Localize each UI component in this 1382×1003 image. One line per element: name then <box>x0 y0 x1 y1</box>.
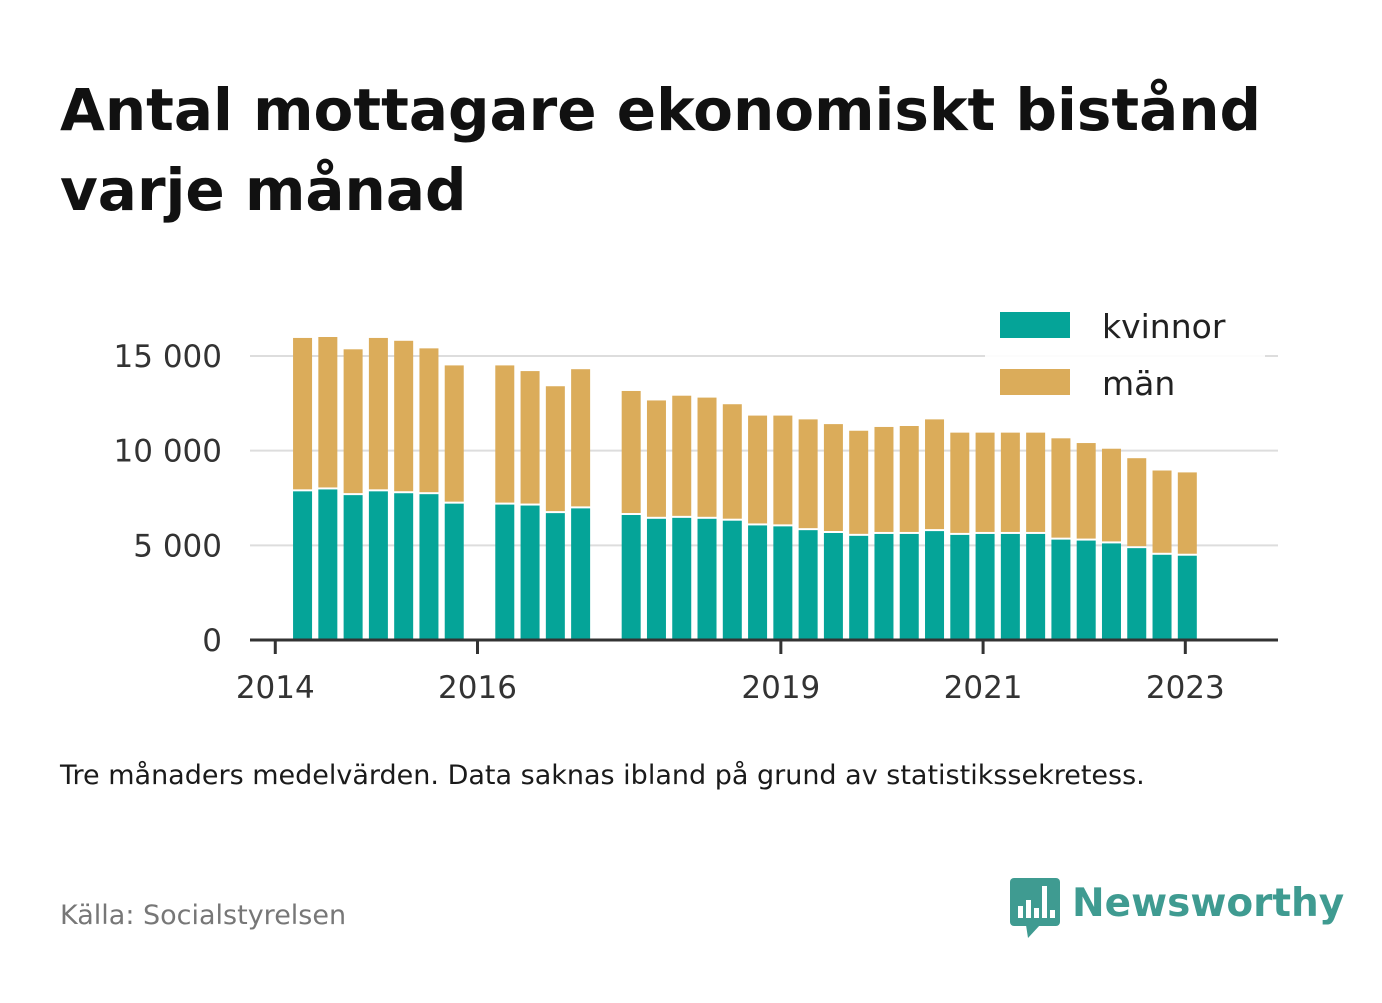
bar-män <box>343 349 363 494</box>
bar-kvinnor <box>1076 540 1096 640</box>
bar-chart-speech-bubble-icon <box>1010 878 1060 938</box>
bar-män <box>672 395 692 516</box>
bar-män <box>950 432 970 533</box>
bar-kvinnor <box>672 517 692 640</box>
bar-kvinnor <box>1051 539 1071 640</box>
bar-kvinnor <box>823 533 843 640</box>
legend-label-kvinnor: kvinnor <box>1102 307 1226 346</box>
bar-kvinnor <box>748 525 768 640</box>
bar-män <box>1127 458 1147 547</box>
y-tick-label: 0 <box>202 623 222 659</box>
bar-kvinnor <box>621 515 641 640</box>
bar-män <box>1152 470 1172 553</box>
y-tick-label: 5 000 <box>133 528 222 564</box>
bar-kvinnor <box>1152 554 1172 640</box>
bar-män <box>823 424 843 532</box>
legend-swatch-kvinnor <box>1000 312 1070 338</box>
bar-kvinnor <box>520 505 540 640</box>
bar-män <box>1051 438 1071 538</box>
bar-män <box>571 369 591 507</box>
bar-kvinnor <box>1000 533 1020 640</box>
bar-kvinnor <box>925 531 945 640</box>
bar-kvinnor <box>343 495 363 640</box>
x-tick-label: 2023 <box>1146 670 1225 706</box>
bar-kvinnor <box>1101 543 1121 640</box>
legend-label-män: män <box>1102 364 1175 403</box>
bar-kvinnor <box>394 493 414 640</box>
y-tick-label: 10 000 <box>114 434 222 470</box>
brand-logo: Newsworthy <box>1010 878 1344 940</box>
bar-kvinnor <box>899 533 919 640</box>
bar-män <box>621 390 641 514</box>
axes: 0 5 000 10 000 15 000 2014 2016 2019 2021 2023 <box>114 339 1278 706</box>
bar-män <box>318 337 338 488</box>
bar-kvinnor <box>293 491 313 640</box>
bar-män <box>773 415 793 525</box>
bar-kvinnor <box>697 518 717 640</box>
bar-män <box>495 365 515 503</box>
page-title: Antal mottagare ekonomiskt bistånd varje… <box>60 76 1262 224</box>
bar-kvinnor <box>874 533 894 640</box>
bar-män <box>444 365 464 502</box>
bar-kvinnor <box>722 520 742 640</box>
bar-kvinnor <box>318 489 338 640</box>
bar-män <box>925 419 945 530</box>
bar-män <box>798 419 818 529</box>
bar-män <box>849 430 869 534</box>
bar-kvinnor <box>798 530 818 640</box>
bar-kvinnor <box>849 535 869 640</box>
bar-kvinnor <box>571 508 591 640</box>
x-tick-label: 2019 <box>741 670 820 706</box>
chart-note: Tre månaders medelvärden. Data saknas ib… <box>60 760 1145 791</box>
legend: kvinnor män <box>985 300 1265 410</box>
bar-män <box>975 432 995 532</box>
source-text: Källa: Socialstyrelsen <box>60 900 347 931</box>
bar-kvinnor <box>1026 533 1046 640</box>
x-tick-label: 2021 <box>944 670 1023 706</box>
bar-män <box>368 337 388 490</box>
bar-män <box>545 386 565 512</box>
bar-kvinnor <box>773 526 793 640</box>
bar-kvinnor <box>368 491 388 640</box>
bar-kvinnor <box>444 503 464 640</box>
y-tick-label: 15 000 <box>114 339 222 375</box>
bar-män <box>722 404 742 519</box>
bar-män <box>1177 472 1197 554</box>
bars <box>293 337 1197 640</box>
bar-män <box>419 348 439 493</box>
x-tick-label: 2016 <box>438 670 517 706</box>
bar-män <box>748 415 768 524</box>
bar-män <box>899 426 919 532</box>
brand-name: Newsworthy <box>1072 881 1345 926</box>
bar-män <box>874 426 894 532</box>
legend-swatch-män <box>1000 369 1070 395</box>
bar-män <box>520 371 540 504</box>
bar-kvinnor <box>1177 555 1197 640</box>
bar-män <box>1076 443 1096 539</box>
bar-män <box>646 400 666 517</box>
bar-män <box>1026 432 1046 532</box>
x-tick-label: 2014 <box>236 670 315 706</box>
bar-kvinnor <box>975 533 995 640</box>
bar-kvinnor <box>419 494 439 640</box>
bar-kvinnor <box>495 504 515 640</box>
bar-män <box>293 337 313 490</box>
bar-män <box>697 397 717 517</box>
bar-män <box>394 340 414 492</box>
bar-män <box>1101 448 1121 542</box>
bar-kvinnor <box>646 518 666 640</box>
bar-kvinnor <box>1127 548 1147 640</box>
bar-män <box>1000 432 1020 532</box>
bar-kvinnor <box>545 513 565 640</box>
bar-kvinnor <box>950 534 970 640</box>
